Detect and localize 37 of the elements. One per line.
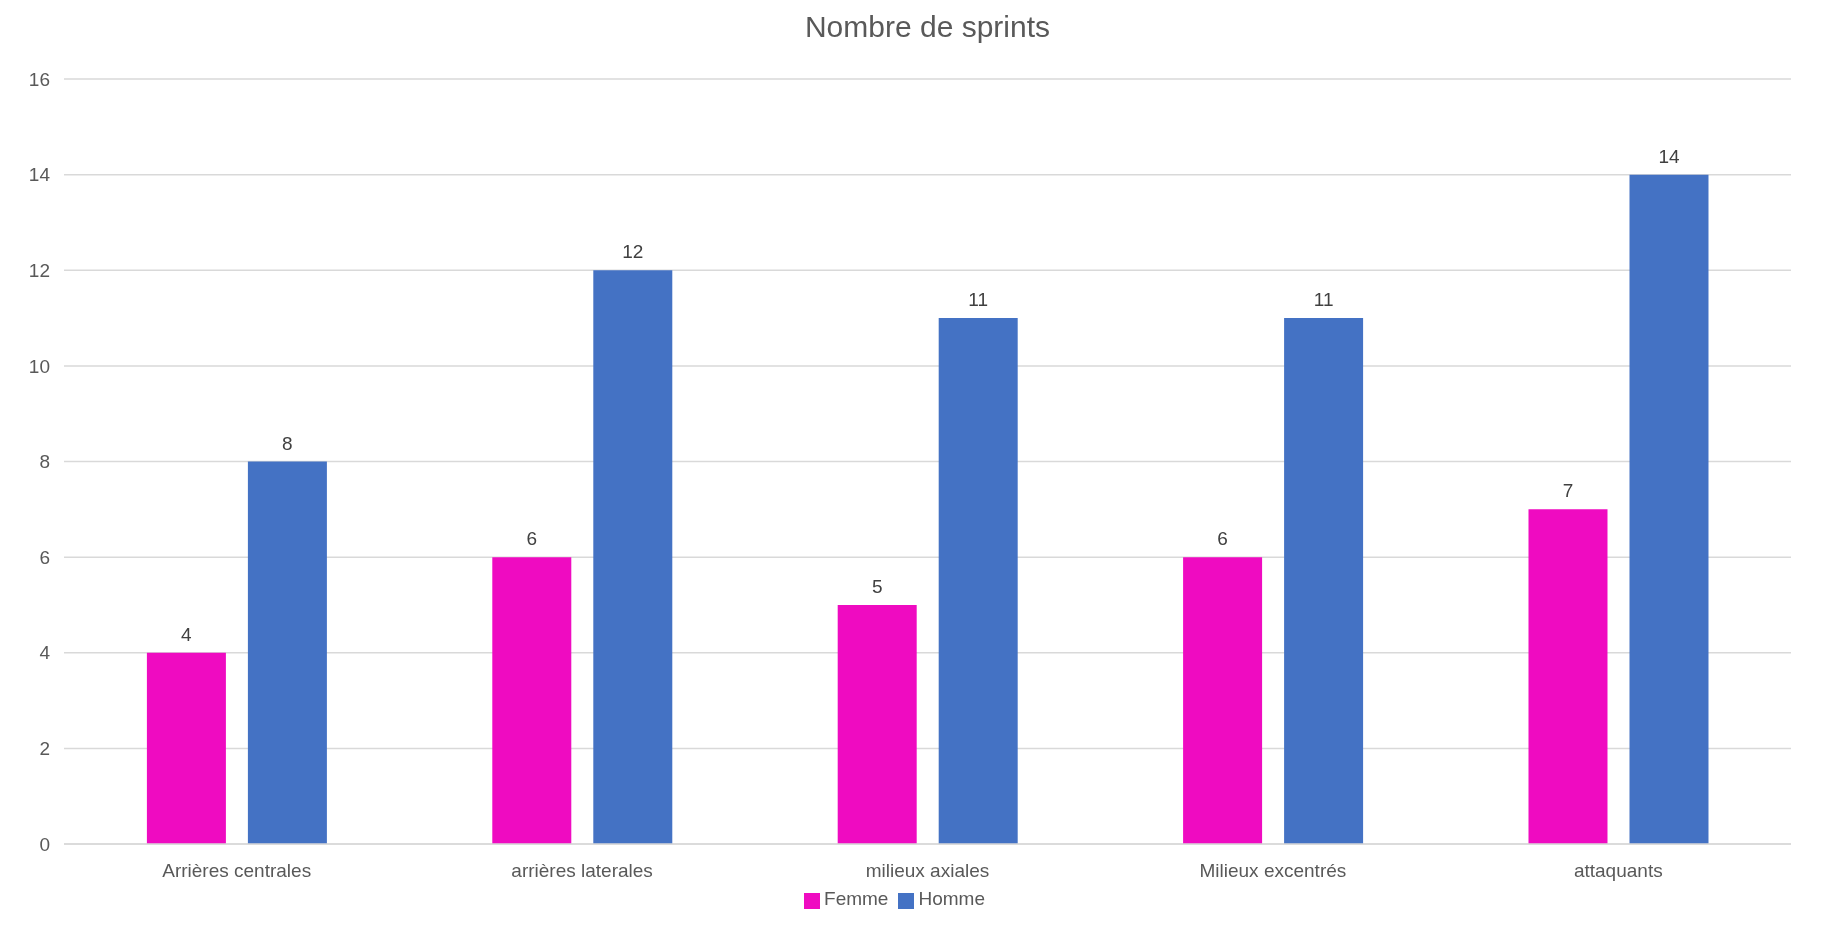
y-tick-label: 6 bbox=[39, 546, 50, 568]
data-label: 14 bbox=[1658, 145, 1680, 167]
data-label: 11 bbox=[1313, 289, 1334, 311]
chart-title: Nombre de sprints bbox=[803, 10, 1052, 44]
bar bbox=[492, 557, 572, 844]
data-label: 8 bbox=[282, 432, 293, 454]
bar bbox=[593, 270, 673, 844]
x-tick-label: milieux axiales bbox=[865, 860, 990, 882]
y-tick-label: 10 bbox=[28, 355, 50, 377]
y-tick-label: 0 bbox=[39, 833, 50, 855]
y-tick-label: 14 bbox=[28, 164, 51, 186]
bar bbox=[837, 604, 917, 844]
y-tick-label: 8 bbox=[39, 451, 50, 473]
y-tick-label: 16 bbox=[28, 68, 50, 90]
data-label: 6 bbox=[1217, 528, 1228, 550]
y-tick-label: 2 bbox=[39, 738, 50, 760]
legend-label: Femme bbox=[824, 888, 889, 909]
bar bbox=[146, 652, 226, 844]
bar bbox=[938, 318, 1018, 844]
data-label: 6 bbox=[526, 528, 538, 550]
bar bbox=[1629, 174, 1709, 844]
x-tick-label: Milieux excentrés bbox=[1199, 860, 1347, 882]
data-label: 12 bbox=[622, 241, 644, 263]
bar bbox=[247, 461, 327, 844]
data-label: 11 bbox=[968, 289, 989, 311]
bar bbox=[1183, 557, 1263, 844]
x-tick-label: arrières laterales bbox=[511, 860, 653, 882]
y-tick-label: 12 bbox=[28, 259, 50, 281]
bar bbox=[1528, 509, 1608, 844]
data-label: 7 bbox=[1562, 480, 1574, 502]
x-tick-label: attaquants bbox=[1573, 860, 1663, 882]
data-label: 5 bbox=[871, 575, 883, 597]
legend-label: Homme bbox=[918, 888, 985, 909]
y-tick-label: 4 bbox=[39, 642, 51, 664]
x-tick-label: Arrières centrales bbox=[162, 860, 312, 882]
data-label: 4 bbox=[181, 623, 193, 645]
bar bbox=[1284, 318, 1364, 844]
